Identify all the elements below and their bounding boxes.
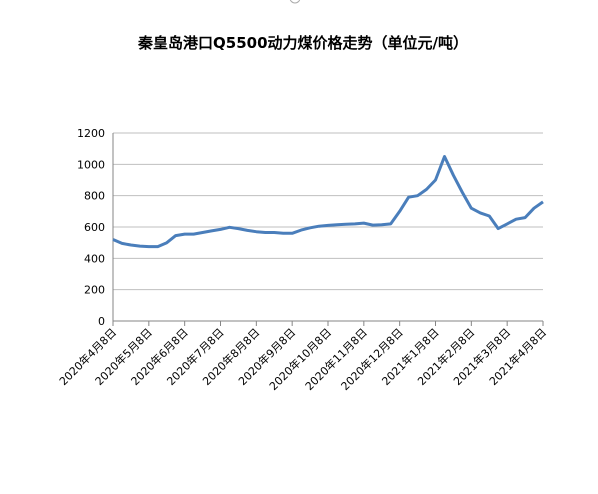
y-tick-label: 600 [84, 221, 105, 234]
x-tick-label: 2020年12月8日 [338, 325, 406, 393]
y-tick-label: 1200 [77, 127, 105, 140]
chart-title: 秦皇岛港口Q5500动力煤价格走势（单位元/吨） [137, 34, 468, 52]
x-tick-label: 2020年11月8日 [302, 325, 370, 393]
line-series [112, 155, 544, 249]
y-tick-label: 400 [84, 252, 105, 265]
top-icon [289, 0, 301, 4]
x-tick-label: 2020年10月8日 [266, 325, 334, 393]
y-tick-label: 1000 [77, 158, 105, 171]
y-tick-label: 0 [98, 315, 105, 328]
y-tick-label: 800 [84, 190, 105, 203]
y-tick-label: 200 [84, 284, 105, 297]
